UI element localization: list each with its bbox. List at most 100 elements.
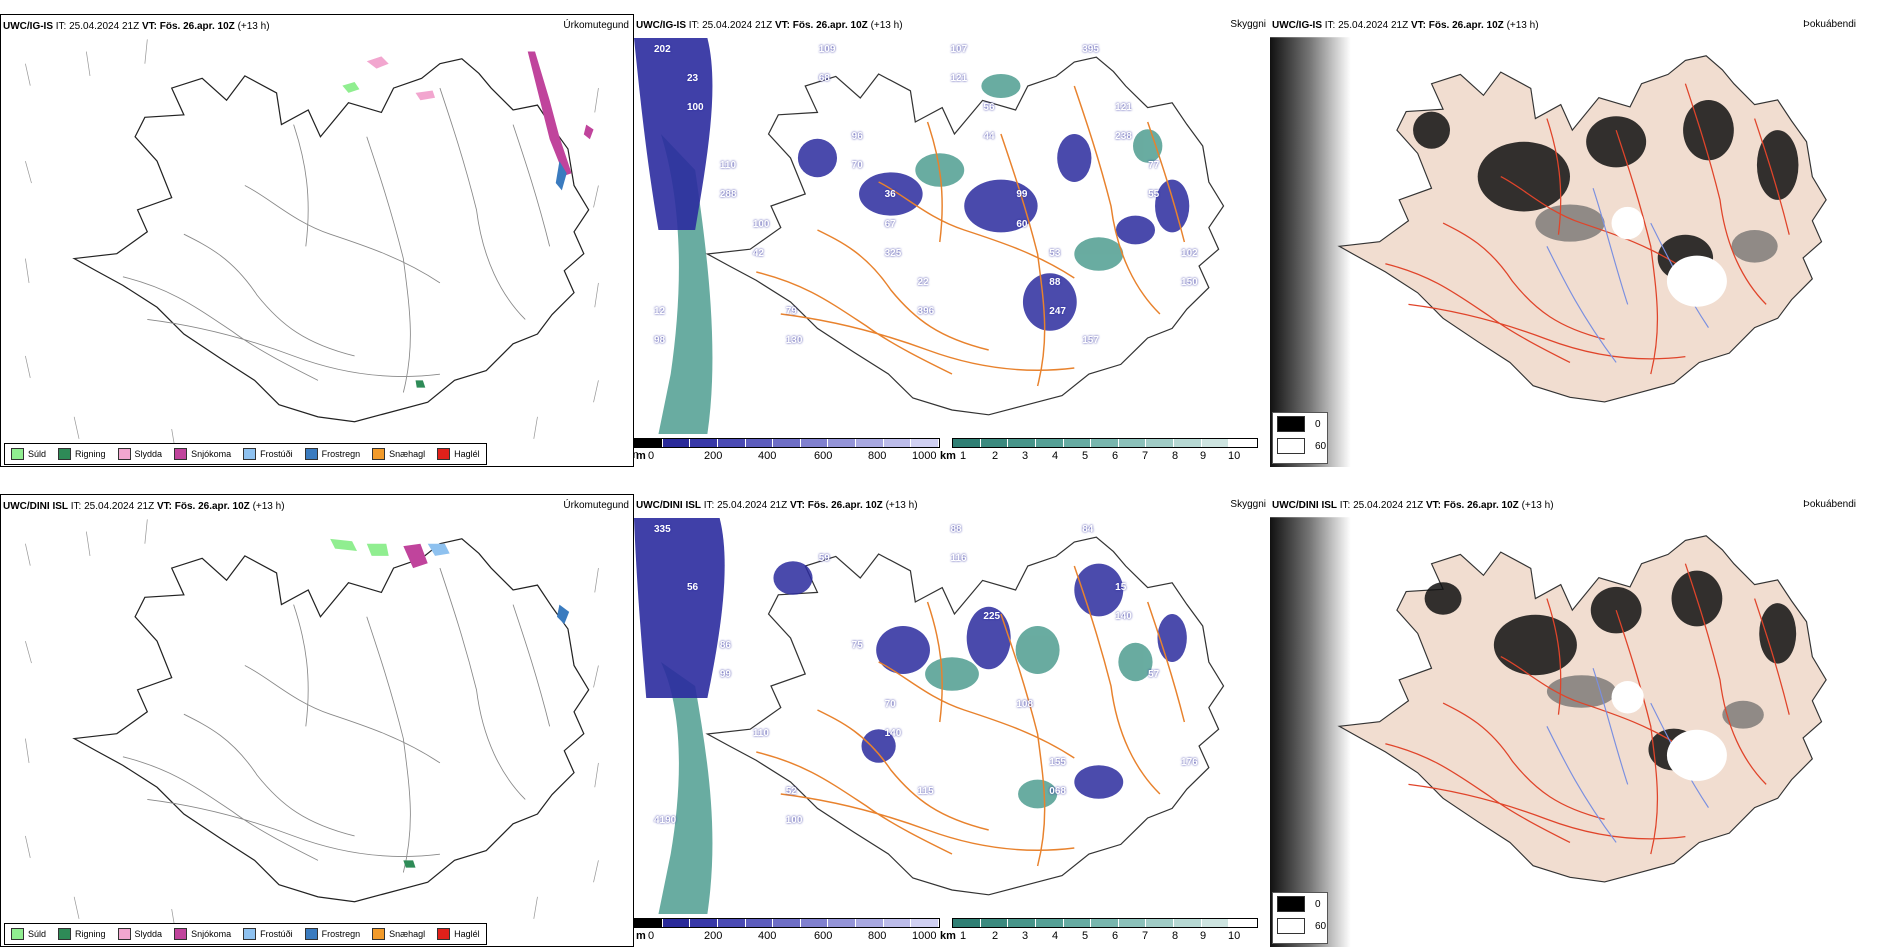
precip-map — [25, 519, 599, 932]
colorbar-segment — [1146, 439, 1175, 447]
visibility-value-label: 56 — [983, 102, 995, 114]
colorbar-segment — [773, 439, 801, 447]
freezing-drizzle-swatch — [243, 448, 257, 460]
colorbar-segment — [635, 919, 663, 927]
visibility-value-label: 068 — [1049, 785, 1066, 797]
legend-item: Haglél — [437, 448, 480, 460]
visibility-value-label: 155 — [1049, 756, 1066, 768]
visibility-map — [634, 518, 1225, 914]
visibility-value-labels: 202 247 325 288 238 121 130 150 60 70 100 395 396 42 5… — [634, 14, 1270, 434]
colorbar-segment — [1229, 439, 1258, 447]
visibility-value-label: 70 — [884, 698, 896, 710]
precip-legend: Súld Rigning Slydda Snjókoma Frostúði Fr… — [4, 443, 487, 465]
legend-item: Snjókoma — [174, 928, 231, 940]
colorbar-segment — [662, 919, 691, 927]
visibility-value-label: 99 — [719, 669, 731, 681]
visibility-value-label: 115 — [917, 785, 934, 797]
visibility-value-label: 288 — [719, 189, 737, 201]
visibility-value-label: 110 — [719, 160, 737, 172]
visibility-value-label: 75 — [851, 640, 863, 652]
colorbar-segment — [662, 439, 691, 447]
visibility-value-label: 150 — [1181, 276, 1198, 288]
colorbar-segment — [717, 919, 746, 927]
visibility-km-colorbar — [952, 918, 1258, 928]
visibility-m-colorbar: m — [634, 438, 940, 462]
colorbar-segment — [1201, 439, 1230, 447]
colorbar-segment — [1174, 919, 1202, 927]
visibility-value-label: 225 — [983, 611, 1001, 623]
unit-label: m — [634, 449, 639, 461]
fog-swatch-60 — [1277, 918, 1305, 934]
panel-header: UWC/IG-IS IT: 25.04.2024 21Z VT: Fös. 26… — [1272, 20, 1539, 31]
colorbar-segment — [1091, 919, 1119, 927]
visibility-value-label: 121 — [1115, 102, 1132, 114]
legend-item: Snæhagl — [372, 448, 425, 460]
colorbar-segment — [635, 439, 663, 447]
visibility-panel-row1: UWC/IG-IS IT: 25.04.2024 21Z VT: Fös. 26… — [634, 14, 1270, 467]
panel-title: Úrkomutegund — [563, 20, 629, 31]
panel-title: Þokuábendi — [1803, 499, 1856, 510]
colorbar-segment — [1063, 919, 1092, 927]
visibility-km-colorbar — [952, 438, 1258, 448]
visibility-value-label: 53 — [1049, 247, 1061, 259]
legend-item: Snjókoma — [174, 448, 231, 460]
legend-item: Súld — [11, 448, 46, 460]
panel-header: UWC/IG-IS IT: 25.04.2024 21Z VT: Fös. 26… — [636, 20, 903, 31]
colorbar-segment — [828, 919, 857, 927]
visibility-value-label: 79 — [785, 305, 797, 317]
sleet-swatch — [117, 448, 131, 460]
visibility-value-label: 96 — [851, 131, 863, 143]
visibility-value-label: 12 — [654, 305, 666, 317]
drizzle-swatch — [11, 448, 24, 460]
fog-index-panel-row1: UWC/IG-IS IT: 25.04.2024 21Z VT: Fös. 26… — [1270, 14, 1900, 467]
visibility-value-label: 130 — [785, 334, 803, 346]
hail-swatch — [437, 448, 451, 460]
visibility-value-label: 108 — [1016, 698, 1034, 710]
panel-title: Úrkomutegund — [563, 500, 629, 511]
panel-title: Þokuábendi — [1803, 19, 1856, 30]
colorbar-segment — [800, 919, 829, 927]
freezing-drizzle-swatch — [243, 928, 257, 940]
colorbar-segment — [1229, 919, 1258, 927]
visibility-value-label: 202 — [654, 44, 671, 55]
visibility-value-label: 70 — [851, 160, 863, 172]
colorbar-segment — [911, 919, 940, 927]
visibility-value-label: 109 — [818, 44, 836, 55]
visibility-value-label: 102 — [1181, 247, 1198, 259]
fog-swatch-0 — [1277, 416, 1305, 432]
visibility-value-label: 325 — [884, 247, 902, 259]
visibility-value-label: 86 — [719, 640, 731, 652]
visibility-value-label: 247 — [1049, 305, 1066, 317]
visibility-value-label: 110 — [752, 727, 769, 739]
visibility-value-label: 88 — [1049, 276, 1061, 288]
colorbar-segment — [953, 919, 981, 927]
legend-item: Haglél — [437, 928, 480, 940]
fog-swatch-0 — [1277, 896, 1305, 912]
colorbar-segment — [1091, 439, 1119, 447]
visibility-value-label: 107 — [950, 44, 968, 55]
rain-swatch — [58, 928, 72, 940]
hail-swatch — [437, 928, 451, 940]
precip-type-panel-row2: UWC/DINI ISL IT: 25.04.2024 21Z VT: Fös.… — [0, 494, 634, 947]
colorbar-segment — [1008, 439, 1036, 447]
snow-grains-swatch — [372, 928, 386, 940]
sleet-swatch — [117, 928, 131, 940]
colorbar-segment — [828, 439, 857, 447]
visibility-value-label: 335 — [654, 524, 671, 535]
legend-item: Frostúði — [243, 448, 293, 460]
colorbar-segment — [1035, 439, 1064, 447]
visibility-value-label: 121 — [950, 73, 968, 85]
visibility-value-label: 100 — [686, 102, 704, 114]
colorbar-segment — [800, 439, 829, 447]
colorbar-segment — [856, 439, 884, 447]
colorbar-segment — [1118, 439, 1147, 447]
visibility-value-label: 395 — [1082, 44, 1099, 55]
precip-type-panel-row1: UWC/IG-IS IT: 25.04.2024 21Z VT: Fös. 26… — [0, 14, 634, 467]
precip-legend: Súld Rigning Slydda Snjókoma Frostúði Fr… — [4, 923, 487, 945]
colorbar-segment — [1174, 439, 1202, 447]
visibility-value-label: 42 — [752, 247, 764, 259]
panel-header: UWC/DINI ISL IT: 25.04.2024 21Z VT: Fös.… — [636, 500, 918, 511]
visibility-m-colorbar — [634, 918, 940, 928]
legend-item: Súld — [11, 928, 46, 940]
visibility-value-label: 396 — [917, 305, 935, 317]
